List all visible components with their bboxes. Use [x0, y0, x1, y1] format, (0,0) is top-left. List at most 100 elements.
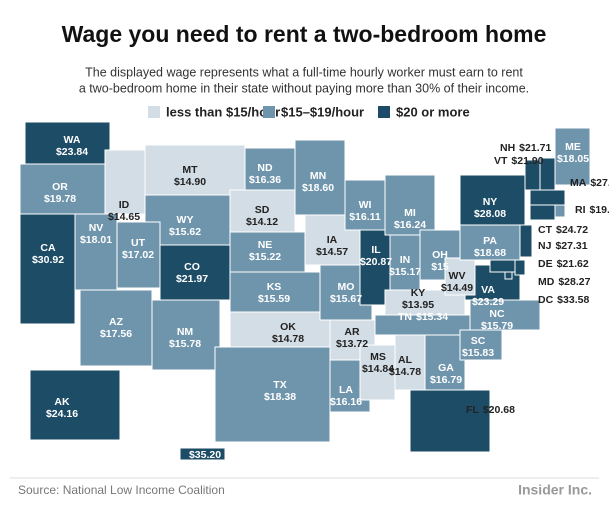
state-wage: $21.71 [519, 142, 551, 154]
state [519, 224, 533, 258]
state-name: NC [489, 308, 505, 320]
state-wage: $15.17 [389, 266, 421, 278]
state [469, 299, 541, 331]
state-name: CO [184, 261, 200, 273]
state [359, 344, 396, 401]
state-wage: $18.05 [557, 153, 589, 165]
state-wage: $14.90 [174, 176, 206, 188]
state-name: NV [89, 222, 104, 234]
state-name: ND [257, 162, 273, 174]
state [554, 127, 591, 186]
state-wage: $16.16 [330, 396, 362, 408]
state-wage: $30.92 [32, 254, 64, 266]
state-wage: $15.34 [416, 311, 448, 323]
state [229, 189, 296, 233]
state-name: OR [52, 181, 68, 193]
state-wage: $28.08 [474, 208, 506, 220]
state-wage: $15.78 [169, 338, 201, 350]
state-name: SC [471, 335, 486, 347]
state-wage: $19.78 [44, 193, 76, 205]
state-name: WA [64, 134, 81, 146]
state [504, 271, 513, 280]
state-wage: $18.60 [302, 182, 334, 194]
state [144, 144, 246, 196]
state-name: FL [466, 404, 479, 416]
state [19, 213, 76, 325]
state-text: RI $19.49 [575, 204, 609, 216]
state-wage: $21.62 [557, 258, 589, 270]
state [79, 289, 153, 367]
state-wage: $16.11 [349, 211, 381, 223]
state [529, 204, 556, 221]
state-name: AL [398, 354, 413, 366]
state [104, 149, 146, 215]
state-wage: $21.97 [176, 273, 208, 285]
state-name: OH [432, 249, 448, 261]
state-name: GA [438, 362, 454, 374]
state-wage: $18.38 [264, 391, 296, 403]
state-name: WV [449, 270, 466, 282]
state-wage: $35.20 [189, 449, 221, 461]
state [214, 346, 331, 443]
state-name: OK [280, 321, 296, 333]
state-name: WY [177, 214, 194, 226]
state [116, 221, 161, 289]
legend: less than $15/hour $15–$19/hour $20 or mor… [148, 104, 470, 119]
state [229, 271, 321, 313]
state-name: MD [538, 276, 555, 288]
state [459, 174, 526, 226]
subtitle: a two-bedroom home in their state withou… [79, 81, 529, 95]
state-name: MA [570, 177, 587, 189]
state-wage: $13.95 [402, 299, 434, 311]
logo: Insider Inc. [518, 482, 592, 498]
state [389, 234, 421, 291]
state-wage: $18.01 [80, 234, 112, 246]
state-wage: $15.62 [169, 226, 201, 238]
state [459, 224, 521, 261]
state-wage: $17.56 [100, 328, 132, 340]
state-wage: $15.79 [481, 320, 513, 332]
state-name: IL [371, 244, 381, 256]
state-name: HI [200, 437, 211, 449]
state-text: MD $28.27 [538, 276, 591, 288]
state-wage: $21.90 [511, 155, 543, 167]
state-name: NH [500, 142, 515, 154]
state-wage: $15.59 [258, 293, 290, 305]
state-wage: $14.65 [108, 211, 140, 223]
map: WA$23.84 OR$19.78 CA$30.92 NV$18.01 ID$14.65… [19, 121, 609, 461]
state-wage: $20.68 [483, 404, 515, 416]
state-name: MN [310, 170, 326, 182]
state-wage: $27.39 [590, 177, 609, 189]
state-wage: $16.79 [430, 374, 462, 386]
state-name: MO [338, 281, 355, 293]
state-wage: $28.27 [558, 276, 590, 288]
state-wage: $16.24 [394, 219, 426, 231]
state-text: VT $21.90 [494, 155, 544, 167]
state-name: RI [575, 204, 586, 216]
legend-label: $15–$19/hour [281, 104, 364, 119]
state-wage: $13.72 [336, 338, 368, 350]
state-name: ME [565, 141, 581, 153]
state-wage: $23.29 [472, 296, 504, 308]
state-name: AK [54, 396, 70, 408]
state-name: DE [538, 258, 553, 270]
state-name: SD [255, 204, 270, 216]
state [229, 311, 331, 348]
state-name: CA [40, 242, 56, 254]
source: Source: National Low Income Coalition [18, 483, 225, 497]
state-text: NH $21.71 [500, 142, 551, 154]
state-name: NE [258, 239, 273, 251]
state [384, 174, 436, 236]
state [159, 244, 231, 301]
state-wage: $14.12 [246, 216, 278, 228]
state-name: IA [327, 234, 338, 246]
title: Wage you need to rent a two-bedroom home [62, 21, 547, 47]
state [24, 121, 111, 165]
state-name: CT [538, 224, 553, 236]
state-wage: $14.78 [272, 333, 304, 345]
state-name: KS [267, 281, 282, 293]
state [529, 189, 566, 206]
state-wage: $16.36 [249, 174, 281, 186]
state-name: NM [177, 326, 194, 338]
state-text: FL $20.68 [466, 404, 515, 416]
